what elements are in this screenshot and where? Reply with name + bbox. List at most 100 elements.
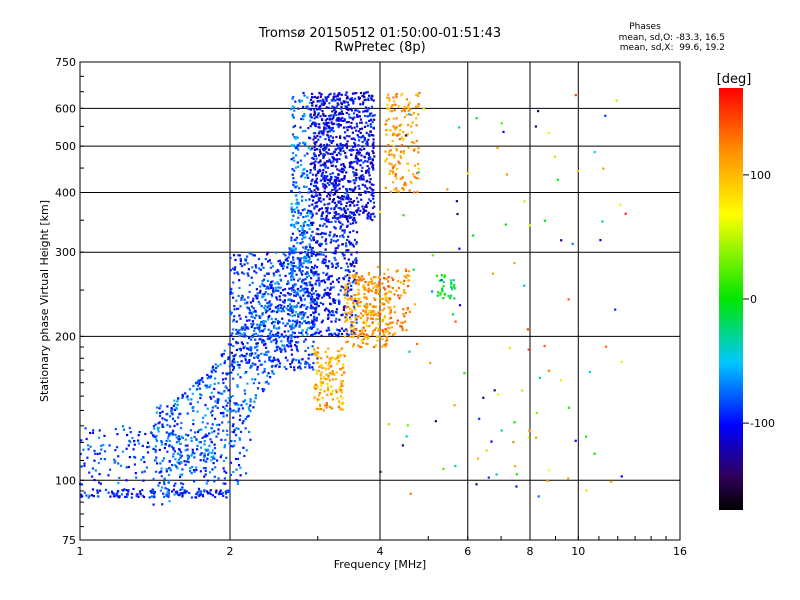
data-point bbox=[322, 169, 325, 172]
data-point bbox=[365, 121, 368, 124]
data-point bbox=[291, 113, 294, 116]
data-point bbox=[504, 223, 507, 226]
data-point bbox=[345, 313, 348, 316]
data-point bbox=[416, 94, 420, 98]
data-point bbox=[331, 105, 334, 108]
data-point bbox=[381, 337, 384, 340]
data-point bbox=[239, 355, 242, 358]
data-point bbox=[293, 208, 296, 211]
data-point bbox=[291, 173, 294, 176]
data-point bbox=[384, 150, 387, 153]
data-point bbox=[370, 188, 373, 191]
data-point bbox=[333, 151, 336, 154]
data-point bbox=[362, 285, 365, 288]
data-point bbox=[212, 462, 215, 465]
data-point bbox=[332, 300, 335, 303]
data-point bbox=[359, 148, 362, 151]
data-point bbox=[237, 273, 240, 276]
data-point bbox=[335, 356, 339, 359]
data-point bbox=[300, 313, 303, 316]
data-point bbox=[184, 463, 187, 466]
data-point bbox=[260, 264, 263, 267]
data-point bbox=[304, 247, 307, 250]
data-point bbox=[344, 292, 347, 295]
data-point bbox=[158, 448, 161, 451]
data-point bbox=[300, 303, 304, 306]
data-point bbox=[574, 439, 577, 442]
data-point bbox=[317, 197, 320, 200]
data-point bbox=[357, 109, 360, 113]
data-point bbox=[330, 238, 333, 241]
data-point bbox=[172, 452, 175, 455]
data-point bbox=[417, 162, 420, 166]
data-point bbox=[302, 315, 305, 318]
data-point bbox=[410, 113, 413, 116]
data-point bbox=[297, 301, 300, 305]
data-point bbox=[252, 406, 255, 409]
data-point bbox=[328, 180, 331, 183]
data-point bbox=[359, 91, 363, 95]
data-point bbox=[402, 188, 406, 191]
data-point bbox=[349, 335, 352, 338]
data-point bbox=[322, 103, 325, 106]
data-point bbox=[343, 371, 346, 374]
data-point bbox=[281, 317, 284, 320]
data-point bbox=[297, 222, 300, 225]
data-point bbox=[307, 136, 311, 139]
data-point bbox=[349, 98, 352, 101]
data-point bbox=[190, 437, 193, 440]
data-point bbox=[332, 298, 335, 301]
data-point bbox=[233, 402, 236, 405]
data-point bbox=[305, 283, 308, 286]
data-point bbox=[301, 311, 304, 314]
data-point bbox=[329, 231, 332, 234]
data-point bbox=[350, 298, 353, 301]
data-point bbox=[340, 197, 343, 200]
data-point bbox=[359, 128, 362, 131]
data-point bbox=[303, 231, 306, 234]
data-point bbox=[211, 409, 214, 412]
data-point bbox=[236, 271, 239, 274]
data-point bbox=[323, 126, 326, 129]
data-point bbox=[367, 154, 371, 157]
data-point bbox=[310, 269, 313, 272]
data-point bbox=[292, 305, 295, 309]
data-point bbox=[352, 189, 355, 192]
data-point bbox=[187, 398, 190, 401]
data-point bbox=[305, 251, 308, 255]
data-point bbox=[267, 318, 270, 321]
data-point bbox=[155, 456, 158, 459]
data-point bbox=[354, 332, 357, 335]
data-point bbox=[300, 251, 303, 254]
data-point bbox=[304, 236, 307, 239]
data-point bbox=[385, 133, 388, 136]
data-point bbox=[265, 311, 268, 314]
data-point bbox=[324, 122, 328, 125]
data-point bbox=[311, 345, 314, 348]
data-point bbox=[412, 173, 415, 176]
data-point bbox=[366, 160, 369, 163]
data-point bbox=[404, 291, 407, 294]
data-point bbox=[385, 119, 388, 122]
data-point bbox=[295, 341, 298, 344]
data-point bbox=[351, 99, 354, 102]
data-point bbox=[265, 353, 268, 357]
data-point bbox=[213, 452, 216, 455]
data-point bbox=[248, 408, 251, 411]
data-point bbox=[301, 281, 304, 284]
data-point bbox=[373, 155, 376, 158]
data-point bbox=[231, 360, 234, 363]
data-point bbox=[331, 264, 334, 267]
data-point bbox=[334, 299, 337, 302]
data-point bbox=[130, 496, 133, 499]
data-point bbox=[313, 153, 316, 156]
data-point bbox=[178, 413, 181, 416]
data-point bbox=[98, 429, 101, 432]
data-point bbox=[327, 364, 330, 367]
data-point bbox=[204, 469, 207, 472]
data-point bbox=[192, 419, 195, 422]
data-point bbox=[365, 302, 368, 306]
data-point bbox=[306, 295, 309, 298]
data-point bbox=[317, 273, 320, 276]
data-point bbox=[206, 457, 209, 460]
